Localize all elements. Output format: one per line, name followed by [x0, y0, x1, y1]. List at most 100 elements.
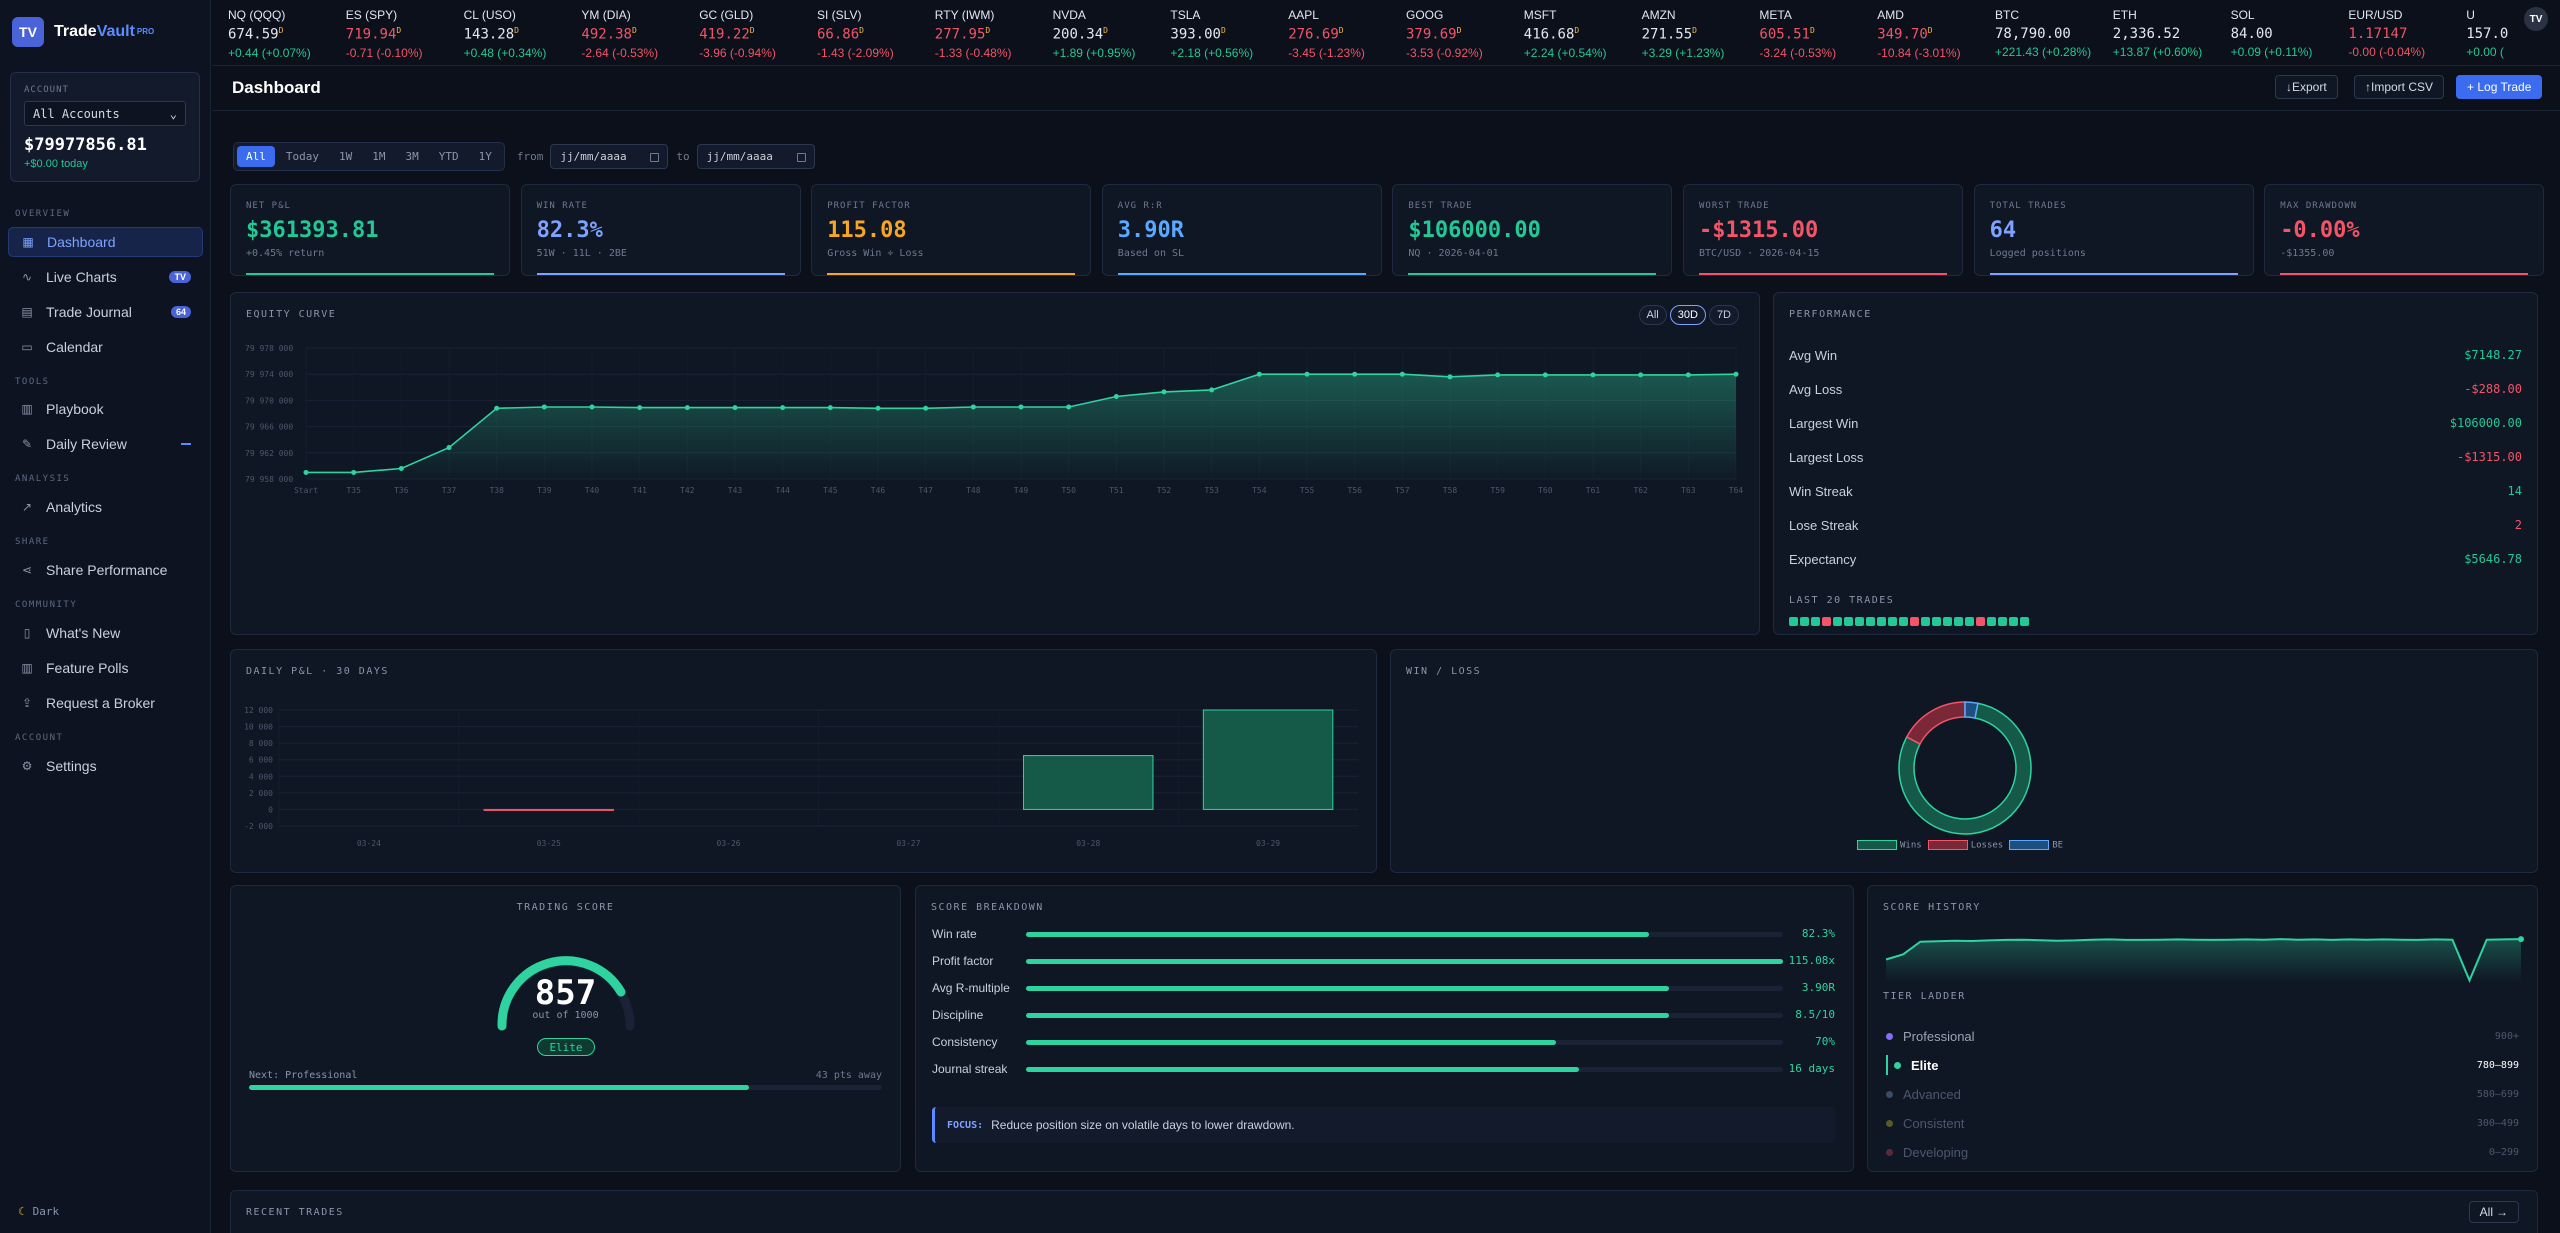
range-1w[interactable]: 1W — [339, 149, 353, 163]
tier-ladder-title: TIER LADDER — [1883, 991, 1966, 1002]
equity-x-tick: T54 — [1252, 486, 1267, 495]
log-trade-button[interactable]: + Log Trade — [2456, 75, 2543, 99]
gear-icon: ⚙ — [21, 759, 33, 773]
sidebar-item-calendar[interactable]: ▭ Calendar — [8, 332, 203, 362]
to-date-input[interactable]: jj/mm/aaaa — [696, 143, 815, 169]
equity-point — [970, 404, 976, 410]
ticker-item[interactable]: SOL 84.00 +0.09 (+0.11%) — [2231, 8, 2313, 59]
range-today[interactable]: Today — [285, 149, 319, 163]
sidebar-item-dashboard[interactable]: ▦ Dashboard — [8, 227, 203, 257]
sidebar-item-request-broker[interactable]: ⇪ Request a Broker — [8, 688, 203, 718]
ticker-item[interactable]: YM (DIA) 492.38D -2.64 (-0.53%) — [581, 8, 658, 60]
stat-card: AVG R:R 3.90R Based on SL — [1101, 184, 1382, 276]
ticker-item[interactable]: NQ (QQQ) 674.59D +0.44 (+0.07%) — [228, 8, 311, 60]
equity-range-7d[interactable]: 7D — [1708, 305, 1739, 325]
ticker-change: +1.89 (+0.95%) — [1052, 45, 1136, 60]
import-csv-button[interactable]: ↑Import CSV — [2354, 75, 2445, 99]
ticker-item[interactable]: CL (USO) 143.28D +0.48 (+0.34%) — [464, 8, 547, 60]
equity-x-tick: T37 — [442, 486, 457, 495]
sidebar-item-live-charts[interactable]: ∿ Live Charts TV — [8, 262, 203, 292]
ticker-symbol: GC (GLD) — [699, 8, 754, 22]
ticker-item[interactable]: TSLA 393.00D +2.18 (+0.56%) — [1170, 8, 1253, 60]
account-select[interactable]: All Accounts ⌄ — [24, 101, 186, 126]
ticker-item[interactable]: BTC 78,790.00 +221.43 (+0.28%) — [1995, 8, 2091, 59]
range-3m[interactable]: 3M — [405, 149, 419, 163]
sidebar-item-trade-journal[interactable]: ▤ Trade Journal 64 — [8, 297, 203, 327]
from-date-input[interactable]: jj/mm/aaaa — [550, 143, 669, 169]
trade-loss-marker — [1976, 617, 1985, 626]
equity-area — [306, 374, 1736, 479]
ticker-symbol: NQ (QQQ) — [228, 8, 286, 22]
ticker-item[interactable]: GC (GLD) 419.22D -3.96 (-0.94%) — [699, 8, 776, 60]
trade-journal-badge: 64 — [170, 306, 191, 318]
trade-win-marker — [1844, 617, 1853, 626]
ticker-item[interactable]: META 605.51D -3.24 (-0.53%) — [1759, 8, 1836, 60]
performance-value: 2 — [2514, 518, 2522, 532]
stat-value: -$1315.00 — [1699, 218, 1819, 243]
app-logo[interactable]: TV TradeVault PRO — [12, 17, 154, 47]
ticker-price: 1.17147 — [2348, 26, 2408, 42]
trade-loss-marker — [1910, 617, 1919, 626]
daily-pnl-chart: -2 000 0 2 000 4 000 6 000 8 000 10 000 12 000 0… — [244, 706, 1358, 848]
equity-y-tick: 79 958 000 — [245, 475, 293, 484]
sidebar-item-playbook[interactable]: ▥ Playbook — [8, 394, 203, 424]
score-points-away: 43 pts away — [815, 1070, 882, 1081]
theme-toggle[interactable]: ☾ Dark — [18, 1205, 59, 1218]
equity-x-tick: T53 — [1204, 486, 1219, 495]
breakdown-value: 8.5/10 — [1795, 1008, 1835, 1021]
range-1m[interactable]: 1M — [372, 149, 386, 163]
ticker-symbol: META — [1759, 8, 1792, 22]
ticker-item[interactable]: GOOG 379.69D -3.53 (-0.92%) — [1406, 8, 1483, 60]
equity-x-tick: T60 — [1538, 486, 1553, 495]
sidebar-item-analytics[interactable]: ↗ Analytics — [8, 492, 203, 522]
ticker-change: -3.53 (-0.92%) — [1406, 45, 1483, 60]
ticker-item[interactable]: EUR/USD 1.17147 -0.00 (-0.04%) — [2348, 8, 2425, 59]
performance-row: Lose Streak 2 — [1789, 515, 2522, 535]
export-button[interactable]: ↓Export — [2275, 75, 2338, 99]
sidebar-item-daily-review[interactable]: ✎ Daily Review — [8, 429, 203, 459]
equity-range-30d[interactable]: 30D — [1669, 305, 1706, 325]
ticker-symbol: AAPL — [1288, 8, 1319, 22]
ticker-tv-badge[interactable]: TV — [2524, 7, 2548, 31]
chevron-right-icon: → — [2496, 1205, 2508, 1219]
account-balance: $79977856.81 — [24, 135, 147, 155]
recent-trades-filter[interactable]: All → — [2468, 1201, 2519, 1223]
ticker-price: 416.68D — [1523, 26, 1580, 43]
ticker-item[interactable]: SI (SLV) 66.86D -1.43 (-2.09%) — [817, 8, 894, 60]
ticker-price: 271.55D — [1641, 26, 1697, 43]
sidebar-item-label: What's New — [46, 625, 121, 641]
daily-y-tick: 8 000 — [249, 739, 273, 748]
win-loss-chart — [1898, 701, 2032, 835]
sidebar-item-label: Trade Journal — [46, 304, 132, 320]
ticker-item[interactable]: RTY (IWM) 277.95D -1.33 (-0.48%) — [935, 8, 1012, 60]
equity-point — [446, 445, 452, 451]
equity-point — [923, 405, 929, 411]
ticker-price: 393.00D — [1170, 26, 1226, 43]
performance-metric: Win Streak — [1789, 483, 1853, 499]
range-all[interactable]: All — [237, 145, 275, 167]
stat-sub: NQ · 2026-04-01 — [1408, 248, 1499, 259]
breakdown-value: 70% — [1815, 1035, 1835, 1048]
sidebar-item-feature-polls[interactable]: ▥ Feature Polls — [8, 653, 203, 683]
ticker-price: 492.38D — [581, 26, 637, 43]
breakdown-row: Avg R-multiple 3.90R — [916, 979, 1853, 997]
ticker-item[interactable]: AMZN 271.55D +3.29 (+1.23%) — [1642, 8, 1725, 60]
stat-card: PROFIT FACTOR 115.08 Gross Win ÷ Loss — [811, 184, 1092, 276]
ticker-item[interactable]: MSFT 416.68D +2.24 (+0.54%) — [1524, 8, 1607, 60]
tier-name: Elite — [1911, 1057, 1939, 1073]
sidebar-item-share-performance[interactable]: ⋖ Share Performance — [8, 555, 203, 585]
range-ytd[interactable]: YTD — [438, 149, 459, 163]
ticker-change: +221.43 (+0.28%) — [1995, 45, 2092, 59]
ticker-item[interactable]: U 157.0 +0.00 ( — [2466, 8, 2508, 59]
sidebar-item-whats-new[interactable]: ▯ What's New — [8, 618, 203, 648]
ticker-item[interactable]: AMD 349.70D -10.84 (-3.01%) — [1877, 8, 1960, 60]
tier-row: Advanced 580–699 — [1886, 1084, 2519, 1104]
range-1y[interactable]: 1Y — [478, 149, 492, 163]
equity-range-all[interactable]: All — [1638, 305, 1667, 325]
ticker-item[interactable]: ETH 2,336.52 +13.87 (+0.60%) — [2113, 8, 2202, 59]
sidebar-item-settings[interactable]: ⚙ Settings — [8, 751, 203, 781]
ticker-item[interactable]: ES (SPY) 719.94D -0.71 (-0.10%) — [346, 8, 423, 60]
ticker-item[interactable]: AAPL 276.69D -3.45 (-1.23%) — [1288, 8, 1365, 60]
ticker-item[interactable]: NVDA 200.34D +1.89 (+0.95%) — [1053, 8, 1136, 60]
equity-x-tick: T61 — [1586, 486, 1601, 495]
